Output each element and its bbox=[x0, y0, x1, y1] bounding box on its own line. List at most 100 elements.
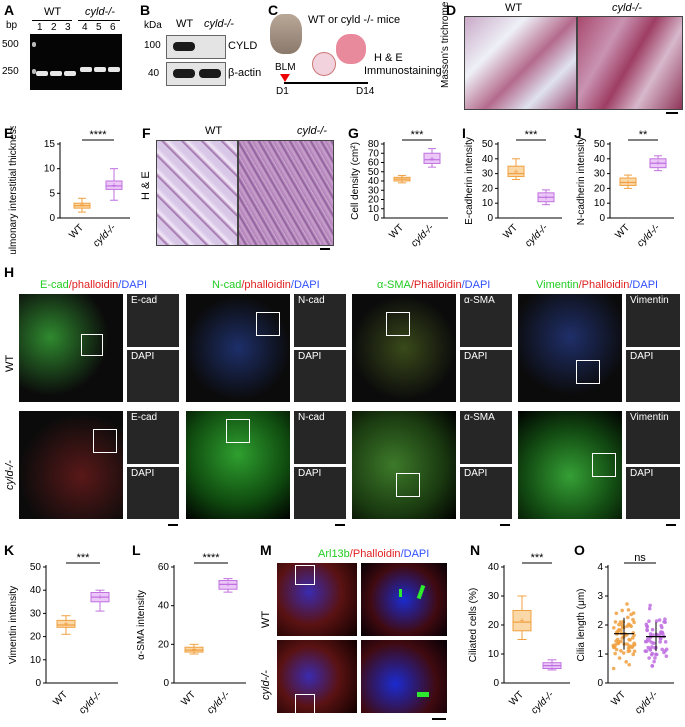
band-cyld-label: CYLD bbox=[228, 40, 258, 52]
data-point bbox=[659, 630, 664, 635]
h-header-4-c: /DAPI bbox=[629, 279, 659, 291]
x-tick-label: cyld-/- bbox=[523, 222, 551, 250]
gel-band-1 bbox=[36, 71, 48, 76]
h-vim-ko-image bbox=[517, 410, 623, 520]
y-axis-label: Cell density (cm²) bbox=[350, 142, 361, 220]
significance-label: *** bbox=[411, 129, 425, 141]
x-tick-label: WT bbox=[179, 689, 198, 708]
y-tick-label: 0 bbox=[487, 213, 493, 224]
significance-label: *** bbox=[531, 552, 545, 564]
m-header-b: /Phalloidin bbox=[349, 548, 401, 560]
panel-label-a: A bbox=[4, 2, 15, 18]
mean-marker: + bbox=[543, 192, 548, 202]
y-tick-label: 20 bbox=[488, 620, 500, 631]
y-axis-label: Cilia length (μm) bbox=[576, 588, 587, 661]
data-point bbox=[645, 625, 650, 629]
inset-label: N-cad bbox=[298, 295, 325, 306]
mean-marker: + bbox=[79, 200, 84, 210]
x-tick-label: WT bbox=[613, 222, 632, 241]
h-header-1-b: /phalloidin bbox=[68, 279, 119, 291]
mean-marker: + bbox=[429, 154, 434, 164]
h-header-3-c: /DAPI bbox=[461, 279, 491, 291]
data-point bbox=[663, 617, 667, 621]
y-tick-label: 30 bbox=[488, 591, 500, 602]
group-wt: WT bbox=[44, 6, 62, 18]
d-group-wt: WT bbox=[505, 2, 523, 14]
h-header-4: Vimentin/Phalloidin/DAPI bbox=[536, 279, 658, 291]
panel-label-o: O bbox=[574, 542, 585, 558]
blot-actin bbox=[166, 62, 226, 86]
blm-label: BLM bbox=[275, 62, 296, 73]
inset-label: DAPI bbox=[464, 468, 488, 479]
cilium-mark bbox=[416, 584, 426, 600]
significance-label: *** bbox=[77, 552, 91, 564]
y-tick-label: 0 bbox=[597, 678, 603, 689]
box bbox=[423, 152, 441, 164]
y-tick-label: 10 bbox=[368, 204, 380, 215]
data-point bbox=[612, 645, 616, 650]
data-point bbox=[619, 649, 623, 653]
mean-marker: + bbox=[225, 579, 230, 589]
data-point bbox=[620, 636, 625, 640]
h-sma-wt-image bbox=[351, 293, 457, 403]
roi-box bbox=[295, 694, 315, 714]
f-group-ko: cyld-/- bbox=[297, 125, 327, 137]
scale-bar bbox=[666, 524, 676, 526]
m-wt-image bbox=[276, 562, 358, 637]
y-tick-label: 2 bbox=[597, 620, 603, 631]
box bbox=[105, 180, 123, 190]
data-point bbox=[621, 651, 626, 655]
mouse-icon bbox=[270, 14, 302, 54]
lane-5: 5 bbox=[96, 22, 102, 33]
data-point bbox=[657, 618, 662, 622]
data-point bbox=[619, 628, 623, 632]
inset-label: E-cad bbox=[131, 295, 158, 306]
h-header-3-a: α-SMA bbox=[377, 279, 411, 291]
inset-label: Vimentin bbox=[630, 295, 669, 306]
box bbox=[512, 610, 532, 632]
he-ko-image bbox=[238, 140, 334, 246]
roi-box bbox=[396, 473, 420, 497]
h-sma-ko-dapi: DAPI bbox=[459, 466, 513, 520]
data-point bbox=[647, 619, 651, 623]
panel-label-b: B bbox=[140, 2, 151, 18]
data-point bbox=[659, 636, 663, 641]
h-ncad-wt-image bbox=[185, 293, 291, 403]
y-tick-label: 10 bbox=[44, 164, 56, 175]
data-point bbox=[650, 651, 655, 656]
scale-bar bbox=[432, 718, 446, 720]
chart-e: 0 5 10 15 Pulmonary interstitial thickness (… bbox=[8, 126, 130, 254]
y-tick-label: 50 bbox=[368, 167, 380, 178]
x-tick-label: cyld-/- bbox=[409, 222, 437, 250]
mean-marker: + bbox=[111, 180, 116, 190]
panel-label-d: D bbox=[446, 2, 457, 18]
h-ncad-ko-image bbox=[185, 410, 291, 520]
inset-label: N-cad bbox=[298, 412, 325, 423]
y-tick-label: 10 bbox=[488, 649, 500, 660]
data-point bbox=[618, 620, 623, 624]
x-tick-label: WT bbox=[507, 689, 526, 708]
inset-label: α-SMA bbox=[464, 295, 495, 306]
data-point bbox=[611, 666, 616, 671]
x-tick-label: WT bbox=[609, 689, 628, 708]
data-point bbox=[626, 615, 630, 620]
y-axis-label: N-cadherin intensity bbox=[576, 137, 587, 225]
group-line-wt bbox=[32, 20, 72, 21]
gel-band-2 bbox=[50, 71, 62, 76]
m-row-wt: WT bbox=[260, 610, 272, 628]
h-ecad-ko-image bbox=[18, 410, 124, 520]
m-ko-zoom bbox=[360, 639, 448, 714]
roi-box bbox=[576, 360, 600, 384]
scale-bar bbox=[320, 248, 330, 250]
h-ncad-ko-dapi: DAPI bbox=[293, 466, 347, 520]
data-point bbox=[614, 647, 619, 652]
data-point bbox=[660, 647, 664, 652]
h-ecad-ko-inset: E-cad bbox=[126, 410, 180, 465]
data-point bbox=[660, 625, 664, 630]
h-header-1: E-cad/phalloidin/DAPI bbox=[40, 279, 147, 291]
h-vim-wt-inset: Vimentin bbox=[625, 293, 681, 348]
kda-label: kDa bbox=[144, 20, 162, 31]
data-point bbox=[627, 662, 632, 667]
m-ko-image bbox=[276, 639, 358, 714]
